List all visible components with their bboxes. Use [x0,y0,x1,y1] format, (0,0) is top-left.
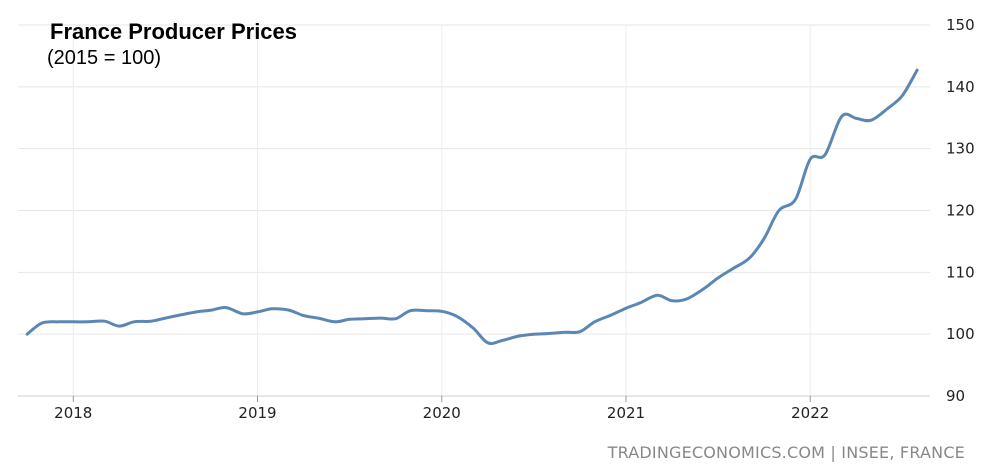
y-axis: 90 100 110 120 130 140 150 [946,16,975,405]
y-tick-label: 140 [946,78,975,96]
y-tick-label: 130 [946,140,975,158]
y-tick-label: 110 [946,263,975,281]
y-tick-label: 150 [946,16,975,34]
chart-title: France Producer Prices [50,19,298,44]
x-tick-label: 2020 [423,404,461,422]
x-axis: 2018 2019 2020 2021 2022 [18,395,930,422]
x-tick-label: 2022 [791,404,829,422]
series-line [25,68,919,345]
chart-subtitle: (2015 = 100) [47,47,161,69]
y-tick-label: 90 [946,387,965,405]
grid-lines [18,24,930,396]
source-credit: TRADINGECONOMICS.COM | INSEE, FRANCE [607,443,965,462]
y-tick-label: 120 [946,202,975,220]
plot-area [25,68,919,345]
y-tick-label: 100 [946,325,975,343]
x-tick-label: 2018 [54,404,92,422]
x-tick-label: 2021 [607,404,645,422]
x-tick-label: 2019 [238,404,276,422]
